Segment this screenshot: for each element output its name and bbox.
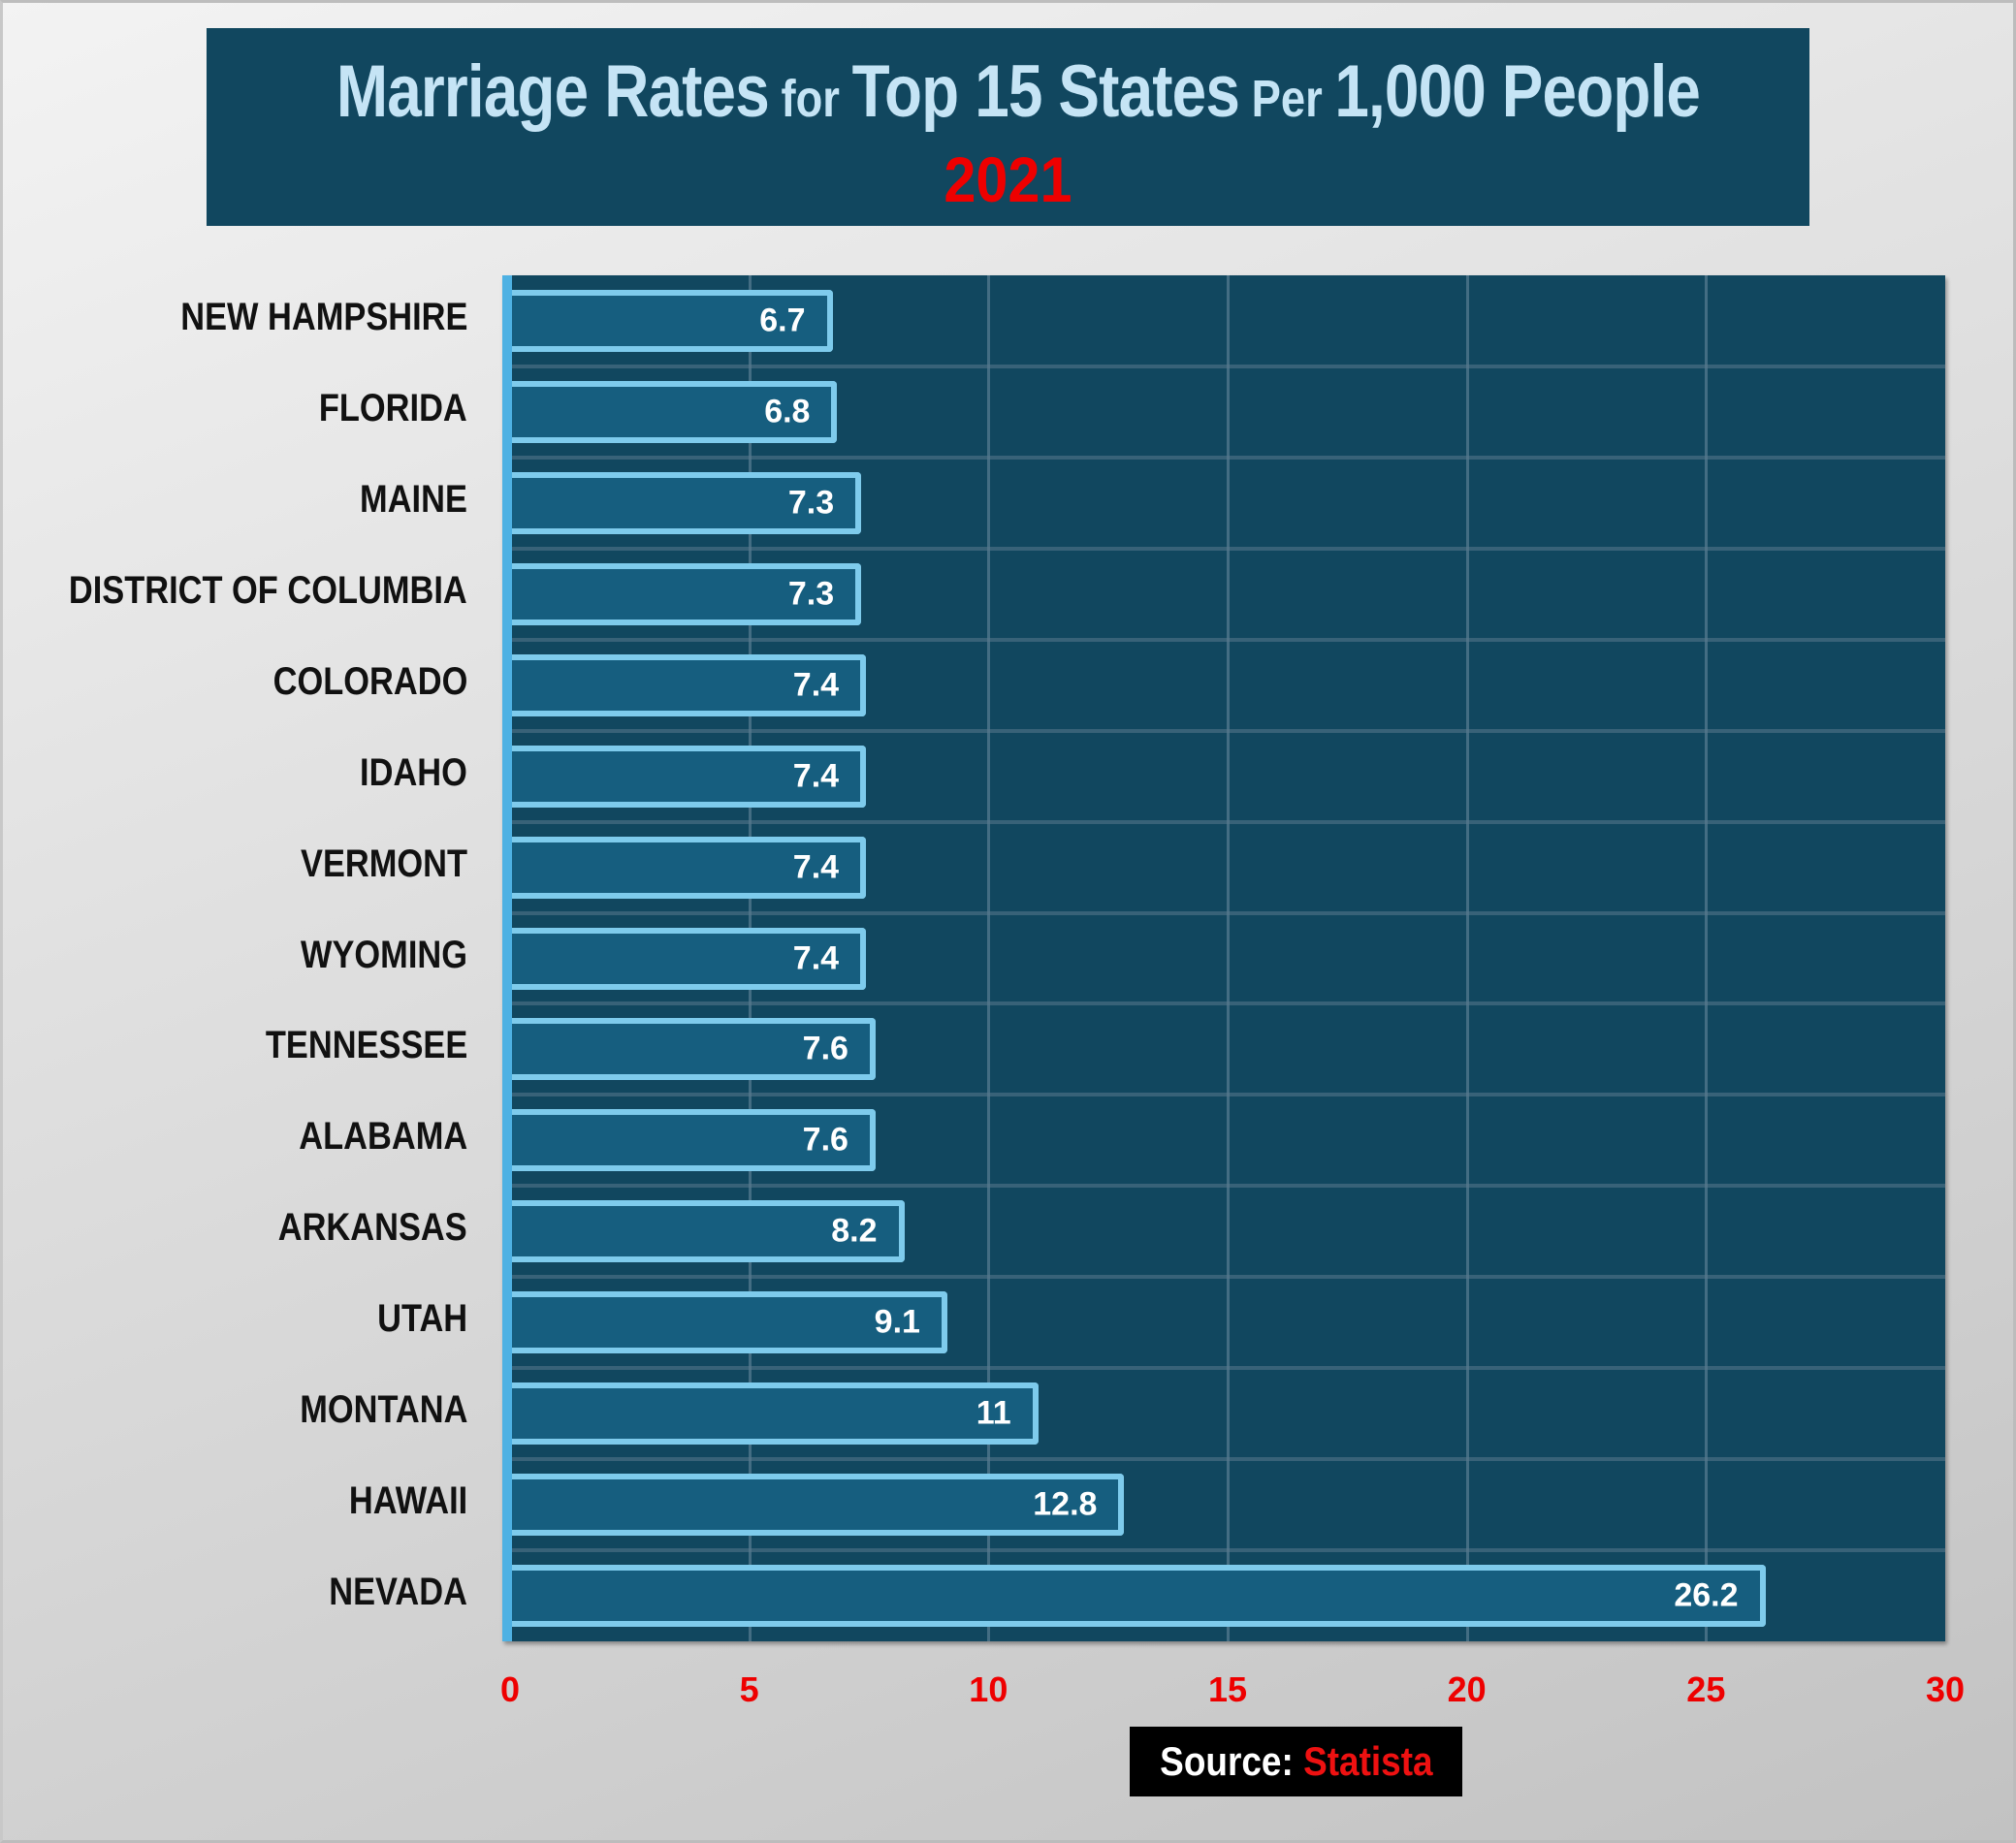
category-label: MAINE	[342, 478, 467, 522]
bar-value-label: 7.4	[792, 757, 840, 795]
y-axis-line	[502, 275, 512, 1641]
horizontal-gridline	[512, 1366, 1945, 1371]
horizontal-gridline	[512, 455, 1945, 460]
bar-value-label: 7.6	[802, 1030, 848, 1067]
bar-value-label: 6.8	[764, 393, 811, 430]
category-label: IDAHO	[342, 751, 467, 795]
title-part: 1,000 People	[1334, 50, 1701, 133]
bar-value-label: 7.4	[792, 666, 840, 704]
category-label-text: FLORIDA	[319, 386, 467, 429]
category-label: ALABAMA	[272, 1115, 467, 1159]
title-part: Per	[1239, 70, 1335, 128]
bar: 7.6	[512, 1018, 876, 1081]
title-banner: Marriage Rates for Top 15 States Per 1,0…	[207, 28, 1809, 226]
bar-value-label: 7.4	[792, 848, 840, 886]
horizontal-gridline	[512, 910, 1945, 915]
x-tick-label: 10	[969, 1669, 1008, 1709]
bar-value-label: 12.8	[1033, 1485, 1098, 1523]
title-part: for	[768, 70, 852, 128]
chart-title: Marriage Rates for Top 15 States Per 1,0…	[207, 49, 1809, 134]
bar: 26.2	[512, 1565, 1766, 1628]
bar: 6.8	[512, 380, 838, 443]
title-part: Marriage Rates	[336, 50, 770, 133]
bar: 7.4	[512, 927, 867, 990]
category-label: TENNESSEE	[233, 1024, 467, 1067]
bar-value-label: 9.1	[874, 1303, 920, 1341]
category-label-text: IDAHO	[360, 750, 467, 794]
category-label: NEW HAMPSHIRE	[134, 296, 467, 339]
category-label: HAWAII	[330, 1479, 467, 1523]
bar-value-label: 6.7	[759, 302, 806, 339]
category-label: UTAH	[363, 1297, 467, 1341]
year-text: 2021	[944, 143, 1072, 215]
category-label-text: MAINE	[360, 477, 467, 521]
category-label-text: NEW HAMPSHIRE	[179, 295, 467, 338]
vertical-gridline	[1227, 275, 1230, 1641]
category-label-text: ALABAMA	[299, 1115, 467, 1159]
bar-value-label: 7.6	[802, 1121, 848, 1159]
horizontal-gridline	[512, 1457, 1945, 1462]
category-label-text: HAWAII	[348, 1479, 467, 1523]
bar: 7.4	[512, 836, 867, 899]
category-label: FLORIDA	[295, 387, 467, 430]
horizontal-gridline	[512, 637, 1945, 642]
bar-value-label: 7.3	[787, 575, 835, 613]
bar-value-label: 8.2	[831, 1212, 878, 1250]
bar-value-label: 26.2	[1674, 1576, 1739, 1614]
source-label: Source:	[1159, 1738, 1294, 1784]
category-label-text: TENNESSEE	[265, 1024, 467, 1067]
category-label-text: ARKANSAS	[278, 1206, 467, 1250]
vertical-gridline	[1705, 275, 1709, 1641]
horizontal-gridline	[512, 546, 1945, 551]
category-label-text: COLORADO	[272, 659, 467, 703]
category-label: COLORADO	[241, 660, 467, 704]
horizontal-gridline	[512, 1093, 1945, 1097]
bar: 7.4	[512, 653, 867, 716]
title-part: Top 15 States	[851, 50, 1240, 133]
category-label-text: NEVADA	[329, 1571, 467, 1614]
bar: 8.2	[512, 1200, 905, 1263]
category-label-text: MONTANA	[299, 1388, 467, 1432]
category-label: ARKANSAS	[247, 1206, 467, 1250]
vertical-gridline	[987, 275, 991, 1641]
source-badge: Source: Statista	[1130, 1727, 1462, 1796]
horizontal-gridline	[512, 1184, 1945, 1189]
horizontal-gridline	[512, 1275, 1945, 1280]
plot-area: 6.7 6.8 7.3 7.3 7.4 7.4 7.4 7.4 7.6 7.6 8.2 9.1 11 12…	[502, 275, 1945, 1641]
bar: 6.7	[512, 290, 833, 352]
bar: 12.8	[512, 1474, 1125, 1537]
x-tick-label: 5	[739, 1669, 759, 1709]
bar-value-label: 7.4	[792, 939, 840, 977]
bar: 7.4	[512, 745, 867, 808]
x-tick-label: 30	[1925, 1669, 1966, 1709]
category-label: NEVADA	[306, 1571, 467, 1614]
vertical-gridline	[1465, 275, 1469, 1641]
category-label-text: WYOMING	[301, 933, 467, 976]
category-label: DISTRICT OF COLUMBIA	[4, 569, 467, 613]
category-label-text: UTAH	[377, 1297, 467, 1341]
category-label: WYOMING	[273, 934, 467, 977]
horizontal-gridline	[512, 728, 1945, 733]
category-label: VERMONT	[273, 842, 467, 886]
bar-value-label: 7.3	[787, 484, 835, 522]
bar: 9.1	[512, 1291, 947, 1354]
x-tick-label: 15	[1207, 1669, 1248, 1709]
bar: 7.3	[512, 471, 862, 534]
x-tick-label: 25	[1686, 1669, 1726, 1709]
x-tick-label: 20	[1447, 1669, 1487, 1709]
bar: 7.6	[512, 1109, 876, 1172]
category-label: MONTANA	[272, 1388, 467, 1432]
chart-subtitle-year: 2021	[207, 143, 1809, 216]
horizontal-gridline	[512, 1001, 1945, 1006]
horizontal-gridline	[512, 819, 1945, 824]
bar: 11	[512, 1382, 1039, 1446]
source-name: Statista	[1302, 1738, 1433, 1784]
bar: 7.3	[512, 562, 862, 625]
horizontal-gridline	[512, 1548, 1945, 1553]
x-tick-label: 0	[499, 1669, 521, 1709]
category-label-text: VERMONT	[301, 842, 467, 885]
category-label-text: DISTRICT OF COLUMBIA	[69, 568, 467, 612]
horizontal-gridline	[512, 364, 1945, 368]
bar-value-label: 11	[976, 1394, 1011, 1432]
